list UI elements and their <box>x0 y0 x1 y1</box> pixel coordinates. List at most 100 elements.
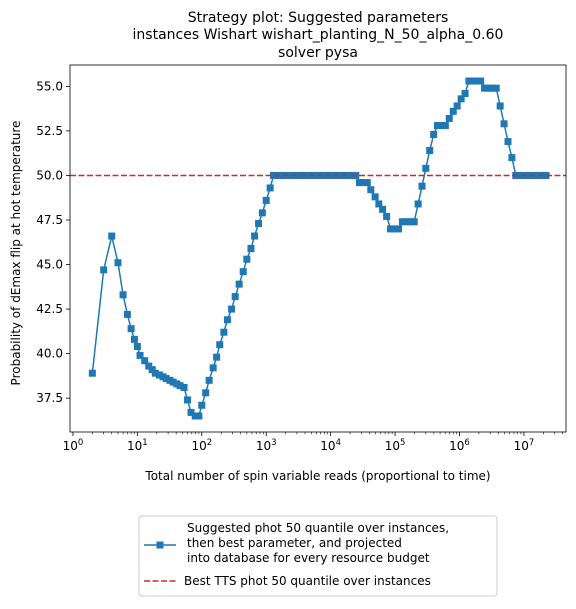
series-marker <box>114 259 122 267</box>
series-marker <box>216 341 224 349</box>
y-tick-label: 45.0 <box>36 258 63 272</box>
series-marker <box>133 342 141 350</box>
plot-area <box>69 64 567 433</box>
series-marker <box>123 310 131 318</box>
series-marker <box>398 218 406 226</box>
chart-title: Strategy plot: Suggested parameters inst… <box>133 10 504 61</box>
series-marker <box>426 147 434 155</box>
series-marker <box>477 77 485 85</box>
x-axis: 100 101 102 103 104 105 106 107 <box>63 432 564 453</box>
series-marker <box>465 77 473 85</box>
y-tick-label: 55.0 <box>36 79 63 93</box>
y-tick-label: 47.5 <box>36 213 63 227</box>
legend: Suggested phot 50 quantile over instance… <box>138 515 498 597</box>
legend-series-marker <box>156 541 164 549</box>
series-marker <box>191 412 199 420</box>
series-marker <box>453 102 461 110</box>
series-marker <box>473 77 481 85</box>
title-line-1: Strategy plot: Suggested parameters <box>188 10 449 26</box>
series-marker <box>255 220 263 228</box>
series-marker <box>504 138 512 146</box>
series-marker <box>151 369 159 377</box>
series-marker <box>223 316 231 324</box>
x-tick-label: 100 <box>63 438 84 453</box>
series-marker <box>202 389 210 397</box>
series-marker <box>180 383 188 391</box>
series-marker <box>228 305 236 313</box>
series-marker <box>239 268 247 276</box>
series-marker <box>387 225 395 233</box>
title-line-3: solver pysa <box>278 45 358 61</box>
series-marker <box>213 353 221 361</box>
series-marker <box>251 232 259 240</box>
series-marker <box>148 366 156 374</box>
series-marker <box>524 171 532 179</box>
series-marker <box>141 357 149 365</box>
y-tick-label: 42.5 <box>36 302 63 316</box>
series-marker <box>516 171 524 179</box>
series-marker <box>119 291 127 299</box>
series-marker <box>457 95 465 103</box>
series-marker <box>127 325 135 333</box>
series-marker <box>430 130 438 138</box>
series-marker <box>155 371 163 379</box>
plot-frame <box>69 64 567 433</box>
series-marker <box>375 200 383 208</box>
series-marker <box>531 171 539 179</box>
series-marker <box>383 212 391 220</box>
series-marker <box>367 186 375 194</box>
y-axis-label: Probability of dEmax flip at hot tempera… <box>9 121 23 386</box>
y-axis: 37.5 40.0 42.5 45.0 47.5 50.0 52.5 55.0 <box>36 79 70 405</box>
series-marker <box>542 171 550 179</box>
series-marker <box>209 364 217 372</box>
series-marker <box>449 107 457 115</box>
series-marker <box>410 218 418 226</box>
series-marker <box>108 232 116 240</box>
y-tick-label: 40.0 <box>36 347 63 361</box>
series-marker <box>195 412 203 420</box>
series-marker <box>258 209 266 217</box>
series-marker <box>437 122 445 130</box>
series-marker <box>414 200 422 208</box>
x-tick-label: 102 <box>191 438 212 453</box>
series-marker <box>496 102 504 110</box>
series-marker <box>262 196 270 204</box>
title-line-2: instances Wishart wishart_planting_N_50_… <box>133 27 504 43</box>
series-marker <box>247 245 255 252</box>
series-marker <box>391 225 398 233</box>
series-marker <box>243 255 251 263</box>
series-marker <box>441 122 449 130</box>
series-marker <box>406 218 414 226</box>
series-marker <box>359 179 367 187</box>
series-marker <box>312 171 320 179</box>
series-marker <box>328 171 336 179</box>
x-tick-label: 104 <box>320 438 341 453</box>
legend-frame <box>138 515 498 597</box>
series-marker <box>371 193 379 201</box>
series-marker <box>145 362 153 370</box>
series-marker <box>422 164 430 172</box>
series-line <box>91 80 546 417</box>
series-marker <box>461 90 469 97</box>
series-marker <box>88 369 96 377</box>
legend-series-label: Suggested phot 50 quantile over instance… <box>187 521 453 565</box>
y-tick-label: 50.0 <box>36 168 63 182</box>
series-marker <box>205 376 213 384</box>
series-marker <box>469 77 477 85</box>
series-marker <box>418 182 426 190</box>
series-marker <box>402 218 410 226</box>
series-marker <box>492 84 500 92</box>
x-tick-label: 107 <box>514 438 535 453</box>
y-tick-label: 52.5 <box>36 124 63 138</box>
x-tick-label: 105 <box>385 438 406 453</box>
series-marker <box>363 179 371 187</box>
x-axis-label: Total number of spin variable reads (pro… <box>144 469 490 483</box>
series-marker <box>176 382 184 390</box>
x-tick-label: 103 <box>256 438 277 453</box>
series-marker <box>484 84 492 92</box>
x-tick-label: 101 <box>127 438 148 453</box>
x-tick-label: 106 <box>449 438 470 453</box>
series-marker <box>100 266 108 274</box>
series-marker <box>500 120 508 128</box>
